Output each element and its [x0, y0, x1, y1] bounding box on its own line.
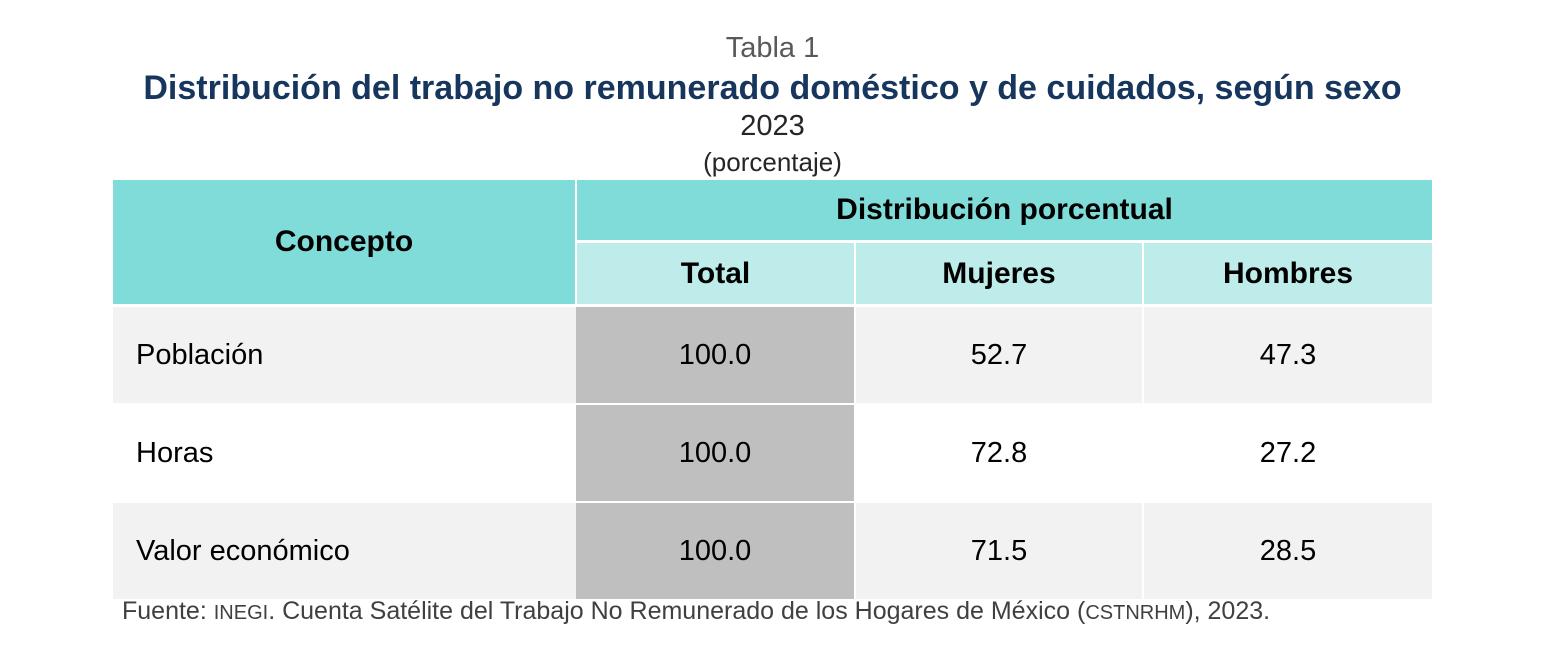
source-acronym: CSTNRHM [1085, 602, 1186, 624]
cell-hombres: 28.5 [1143, 501, 1433, 599]
cell-mujeres: 72.8 [855, 403, 1144, 502]
table-row: Horas 100.0 72.8 27.2 [113, 403, 1433, 502]
data-table: Concepto Distribución porcentual Total M… [113, 180, 1433, 599]
header-distribucion-porcentual: Distribución porcentual [576, 180, 1433, 243]
year-label: 2023 [740, 110, 805, 142]
cell-hombres: 27.2 [1143, 403, 1433, 502]
header-total: Total [576, 241, 856, 306]
row-label: Horas [113, 403, 576, 502]
source-note: Fuente: INEGI. Cuenta Satélite del Traba… [122, 596, 1422, 628]
source-org: INEGI [213, 602, 269, 624]
header-concepto: Concepto [113, 180, 577, 306]
cell-hombres: 47.3 [1143, 304, 1433, 404]
unit-label: (porcentaje) [703, 147, 842, 177]
header-mujeres: Mujeres [855, 241, 1144, 306]
cell-mujeres: 71.5 [855, 501, 1144, 599]
row-label: Valor económico [113, 501, 576, 599]
source-middle: . Cuenta Satélite del Trabajo No Remuner… [268, 597, 1086, 625]
cell-total: 100.0 [576, 501, 856, 599]
source-prefix: Fuente: [122, 597, 214, 625]
cell-total: 100.0 [576, 403, 856, 502]
cell-total: 100.0 [576, 304, 856, 404]
row-label: Población [113, 304, 576, 404]
table-row: Valor económico 100.0 71.5 28.5 [113, 501, 1433, 599]
table-label: Tabla 1 [725, 32, 820, 64]
table-row: Población 100.0 52.7 47.3 [113, 304, 1433, 404]
source-suffix: ), 2023. [1185, 597, 1271, 625]
header-hombres: Hombres [1143, 241, 1433, 306]
cell-mujeres: 52.7 [855, 304, 1144, 404]
page-title: Distribución del trabajo no remunerado d… [143, 69, 1402, 107]
